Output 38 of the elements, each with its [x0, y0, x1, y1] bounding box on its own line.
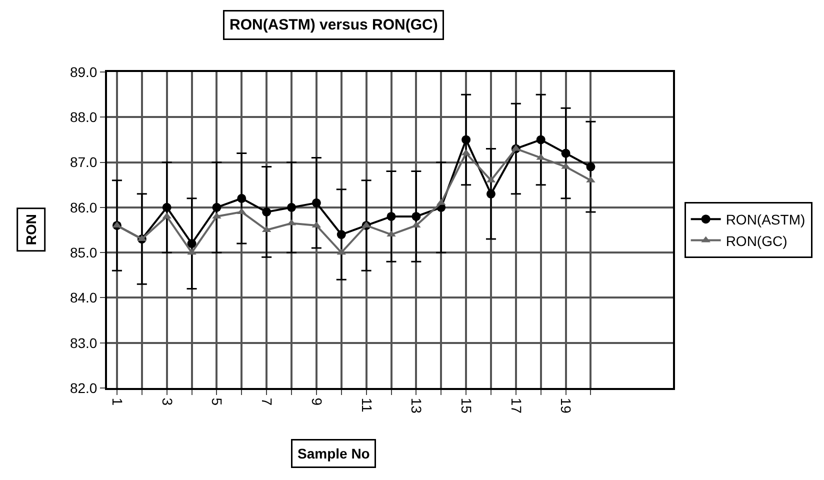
point	[412, 212, 421, 221]
point	[212, 202, 222, 212]
y-tick-label: 88.0	[70, 109, 98, 126]
x-tick-label: 1	[109, 398, 126, 406]
y-tick-label: 86.0	[70, 199, 98, 216]
point	[287, 202, 296, 212]
point	[237, 194, 246, 203]
point	[386, 212, 396, 221]
point	[561, 148, 570, 158]
y-tick-label: 89.0	[70, 64, 98, 80]
point	[486, 189, 496, 198]
point	[262, 207, 272, 216]
x-tick-label: 3	[159, 398, 176, 406]
legend-label: RON(ASTM)	[726, 212, 806, 228]
x-axis-title: Sample No	[298, 446, 370, 462]
x-tick-label: 15	[458, 398, 474, 414]
legend-label: RON(GC)	[726, 232, 788, 249]
y-tick-label: 82.0	[70, 380, 98, 396]
point	[462, 135, 471, 144]
point	[312, 198, 321, 208]
x-tick-label: 5	[209, 398, 226, 406]
x-tick-label: 11	[358, 398, 375, 413]
point	[336, 230, 346, 240]
x-tick-label: 19	[558, 398, 574, 414]
x-tick-label: 17	[508, 398, 524, 414]
y-axis-title: RON	[23, 214, 40, 246]
y-tick-label: 84.0	[70, 290, 98, 306]
x-tick-label: 7	[259, 398, 276, 406]
y-tick-label: 85.0	[70, 244, 98, 260]
point	[162, 202, 172, 212]
point	[187, 239, 196, 248]
y-tick-label: 83.0	[70, 334, 98, 351]
x-tick-label: 9	[308, 398, 325, 406]
x-tick-label: 13	[408, 398, 425, 414]
point	[586, 162, 596, 172]
chart-title: RON(ASTM) versus RON(GC)	[230, 16, 438, 34]
point	[536, 135, 546, 144]
y-tick-label: 87.0	[70, 154, 98, 170]
